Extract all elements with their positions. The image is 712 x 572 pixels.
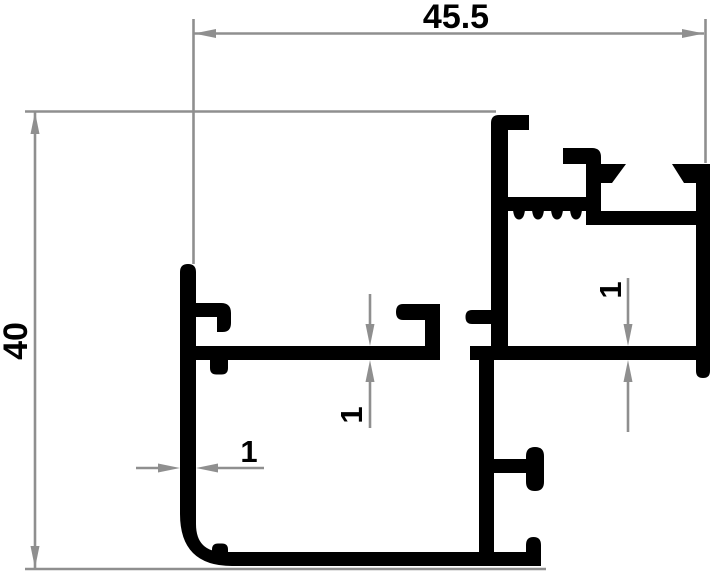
dimension-left-wall-thickness: 1: [136, 434, 264, 473]
dimension-value-width: 45.5: [423, 0, 489, 36]
dimension-height: 40: [0, 110, 546, 571]
arrowhead-down-pointing: [365, 324, 375, 346]
arrowhead-up-pointing: [623, 360, 633, 382]
frame-serration-tooth: [551, 210, 563, 220]
profile-geometry: [180, 115, 710, 566]
dimension-value-right-web: 1: [593, 281, 628, 298]
frame-t-stub-bulb: [526, 447, 544, 491]
frame-left-jaw: [601, 164, 626, 183]
bead-hook-tab: [196, 303, 231, 332]
bead-riser-arm: [396, 304, 440, 346]
frame-serration-tooth: [570, 210, 582, 220]
frame-serration-tooth: [513, 210, 525, 220]
frame-serrated-web: [491, 197, 590, 211]
arrowhead-right: [682, 29, 704, 38]
arrowhead-down-pointing: [623, 324, 633, 346]
dimension-width: 45.5: [192, 0, 707, 264]
dimension-value-height: 40: [0, 322, 35, 360]
frame-t-stub-arm: [494, 459, 527, 473]
dimension-right-web-thickness: 1: [593, 278, 633, 432]
bead-web: [196, 346, 440, 360]
arrowhead-top: [30, 112, 40, 134]
frame-channel-bar: [586, 211, 710, 225]
arrowhead-bottom: [30, 546, 40, 568]
frame-bottom-wall: [479, 360, 494, 566]
bead-flange-bump: [212, 543, 228, 552]
frame-left-tab: [465, 310, 491, 324]
frame-left-wall: [491, 115, 529, 352]
frame-mid-bar: [470, 346, 710, 360]
arrowhead-up-pointing: [365, 360, 375, 382]
bead-under-web-tab: [210, 360, 228, 375]
arrowhead-right-pointing: [158, 463, 180, 473]
frame-right-jaw-and-wall: [672, 164, 710, 378]
frame-upper-hook: [563, 148, 601, 211]
frame-serration-tooth: [532, 210, 544, 220]
dimension-value-left-wall: 1: [240, 434, 257, 469]
arrowhead-left: [194, 29, 216, 38]
dimension-left-web-thickness: 1: [334, 294, 375, 428]
arrowhead-left-pointing: [196, 463, 218, 473]
dimension-value-left-web: 1: [334, 406, 369, 423]
